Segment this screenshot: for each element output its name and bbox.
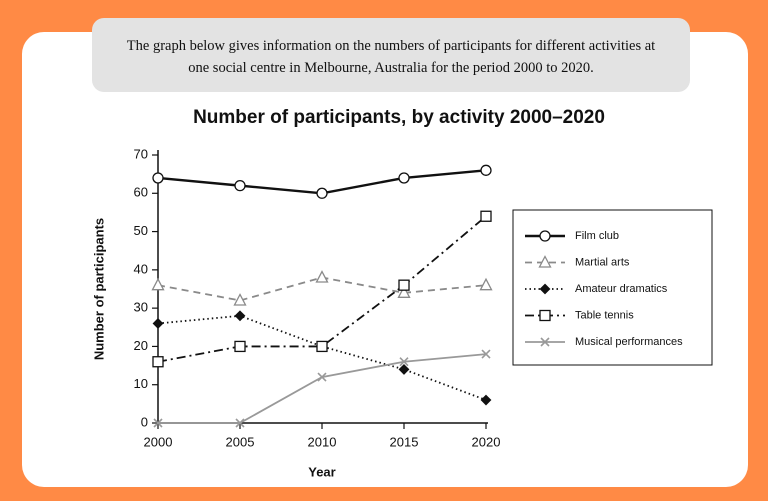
x-tick-label: 2020 xyxy=(472,434,501,449)
marker xyxy=(397,285,411,298)
y-tick-label: 0 xyxy=(141,414,148,429)
intro-text: The graph below gives information on the… xyxy=(92,18,690,92)
marker xyxy=(315,270,329,283)
legend-marker xyxy=(538,255,552,268)
marker xyxy=(398,279,410,291)
marker xyxy=(153,418,163,428)
legend-marker xyxy=(539,230,551,242)
marker xyxy=(480,164,492,176)
marker xyxy=(235,418,245,428)
marker xyxy=(398,172,410,184)
y-tick-label: 30 xyxy=(134,300,148,315)
legend-label: Martial arts xyxy=(575,256,630,268)
marker xyxy=(317,372,327,382)
series-line xyxy=(157,314,487,401)
marker xyxy=(234,340,246,353)
legend-marker xyxy=(539,283,551,295)
marker xyxy=(398,363,410,375)
legend-marker xyxy=(540,337,550,347)
legend-label: Table tennis xyxy=(575,309,634,321)
chart-title: Number of participants, by activity 2000… xyxy=(193,107,605,128)
x-axis-label: Year xyxy=(308,464,335,479)
legend-label: Amateur dramatics xyxy=(575,283,668,295)
y-tick-label: 40 xyxy=(134,261,148,276)
marker xyxy=(234,310,246,322)
x-tick-label: 2005 xyxy=(226,434,255,449)
y-tick-label: 50 xyxy=(134,223,148,238)
legend-marker xyxy=(539,309,551,322)
series-line xyxy=(158,353,487,424)
y-axis-label: Number of participants xyxy=(91,218,106,360)
marker xyxy=(480,210,492,222)
marker xyxy=(316,340,328,353)
marker xyxy=(399,357,409,367)
marker xyxy=(152,172,164,184)
legend-label: Musical performances xyxy=(575,336,683,348)
x-tick-label: 2015 xyxy=(390,434,419,449)
x-tick-label: 2000 xyxy=(144,434,173,449)
marker xyxy=(480,394,492,406)
y-tick-label: 60 xyxy=(134,185,148,200)
x-tick-label: 2010 xyxy=(308,434,337,449)
marker xyxy=(481,349,491,359)
y-tick-label: 10 xyxy=(134,376,148,391)
marker xyxy=(233,293,247,306)
marker xyxy=(152,356,164,368)
marker xyxy=(234,179,246,192)
legend-label: Film club xyxy=(575,230,619,242)
marker xyxy=(479,277,493,291)
marker xyxy=(152,318,164,329)
y-tick-label: 70 xyxy=(134,146,148,161)
series-line xyxy=(157,215,487,363)
y-tick-label: 20 xyxy=(134,338,148,353)
marker xyxy=(316,187,328,199)
marker xyxy=(151,277,165,291)
